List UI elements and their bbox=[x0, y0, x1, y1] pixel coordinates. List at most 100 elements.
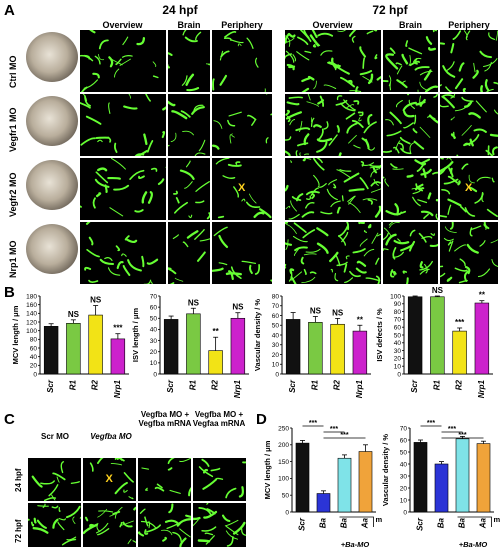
bar-0 bbox=[164, 319, 178, 374]
c-24hpf-scr bbox=[28, 458, 81, 501]
significance-label: NS bbox=[68, 310, 80, 319]
bracket-label: *** bbox=[330, 426, 338, 433]
bar-2 bbox=[89, 315, 103, 374]
periphery-72hpf-vegfr2: X bbox=[440, 158, 498, 220]
missing-vessel-mark: X bbox=[465, 182, 472, 194]
y-tick-label: 0 bbox=[275, 371, 279, 378]
y-tick-label: 250 bbox=[278, 425, 289, 432]
category-label: Ba bbox=[437, 517, 446, 528]
embryo-image-nrp1 bbox=[26, 224, 78, 274]
overview-72hpf-vegfr1 bbox=[285, 94, 381, 156]
periphery-24hpf-vegfr1 bbox=[212, 94, 272, 156]
category-label: R2 bbox=[91, 379, 100, 390]
y-axis-label: ISV defects / % bbox=[375, 308, 384, 362]
under-label: +Ba-MO bbox=[459, 540, 488, 549]
y-tick-label: 60 bbox=[150, 304, 158, 311]
bar-2 bbox=[338, 458, 351, 512]
under-label: +Ba-MO bbox=[341, 540, 370, 549]
c-72hpf-vegfba-rescue bbox=[138, 503, 191, 547]
y-tick-label: 80 bbox=[30, 337, 38, 344]
category-label: R1 bbox=[68, 379, 77, 390]
category-label: Scr bbox=[298, 517, 307, 531]
category-label: Scr bbox=[46, 379, 55, 393]
category-label: R2 bbox=[333, 379, 342, 390]
y-tick-label: 40 bbox=[394, 340, 402, 347]
group-label: mRNA bbox=[494, 515, 500, 524]
y-tick-label: 150 bbox=[278, 459, 289, 466]
category-label: Scr bbox=[416, 517, 425, 531]
row-label-ctrl: Ctrl MO bbox=[8, 56, 18, 89]
col-c-vegfaa-rescue: Vegfba MO + Vegfaa mRNA bbox=[192, 410, 246, 428]
y-tick-label: 70 bbox=[394, 317, 402, 324]
col-c-vegfba-rescue: Vegfba MO + Vegfba mRNA bbox=[138, 410, 192, 428]
bar-2 bbox=[453, 331, 467, 374]
col-overview-72: Overview bbox=[285, 20, 380, 30]
missing-vessel-mark: X bbox=[238, 182, 245, 194]
overview-72hpf-nrp1 bbox=[285, 222, 381, 284]
significance-label: NS bbox=[310, 306, 322, 315]
category-label: R1 bbox=[188, 379, 197, 390]
y-tick-label: 20 bbox=[272, 352, 280, 359]
y-axis-label: ISV length / μm bbox=[131, 308, 140, 363]
col-brain-24: Brain bbox=[168, 20, 210, 30]
bar-1 bbox=[186, 314, 200, 374]
col-periphery-24: Periphery bbox=[212, 20, 272, 30]
bracket-label: *** bbox=[427, 420, 435, 427]
category-label: Ba bbox=[458, 517, 467, 528]
y-tick-label: 0 bbox=[153, 371, 157, 378]
significance-label: ** bbox=[213, 327, 220, 336]
col-periphery-72: Periphery bbox=[440, 20, 498, 30]
y-tick-label: 100 bbox=[390, 293, 401, 300]
bar-1 bbox=[317, 494, 330, 512]
header-24hpf: 24 hpf bbox=[75, 3, 285, 17]
y-tick-label: 140 bbox=[26, 311, 37, 318]
y-tick-label: 0 bbox=[397, 371, 401, 378]
brain-72hpf-ctrl bbox=[383, 30, 438, 92]
category-label: Nrp1 bbox=[113, 379, 122, 398]
y-tick-label: 80 bbox=[272, 293, 280, 300]
y-tick-label: 200 bbox=[278, 442, 289, 449]
y-tick-label: 60 bbox=[394, 325, 402, 332]
periphery-24hpf-nrp1 bbox=[212, 222, 272, 284]
y-tick-label: 160 bbox=[26, 302, 37, 309]
category-label: R2 bbox=[455, 379, 464, 390]
c-24hpf-vegfaa-rescue bbox=[193, 458, 246, 501]
periphery-24hpf-vegfr2: X bbox=[212, 158, 272, 220]
y-tick-label: 60 bbox=[30, 345, 38, 352]
y-tick-label: 30 bbox=[272, 342, 280, 349]
y-tick-label: 50 bbox=[150, 316, 158, 323]
periphery-72hpf-ctrl bbox=[440, 30, 498, 92]
c-72hpf-scr bbox=[28, 503, 81, 547]
category-label: R1 bbox=[310, 379, 319, 390]
bar-1 bbox=[308, 322, 322, 374]
bar-0 bbox=[286, 319, 300, 374]
bracket-label: *** bbox=[458, 432, 466, 439]
bar-3 bbox=[475, 303, 489, 374]
category-label: Nrp1 bbox=[355, 379, 364, 398]
y-tick-label: 180 bbox=[26, 293, 37, 300]
y-tick-label: 60 bbox=[272, 313, 280, 320]
category-label: Aa bbox=[361, 517, 370, 529]
y-tick-label: 0 bbox=[285, 509, 289, 516]
y-axis-label: MCV length / μm bbox=[11, 305, 20, 364]
bracket-label: *** bbox=[340, 432, 348, 439]
significance-label: *** bbox=[455, 318, 465, 327]
category-label: Ba bbox=[340, 517, 349, 528]
header-72hpf: 72 hpf bbox=[285, 3, 495, 17]
y-tick-label: 100 bbox=[278, 476, 289, 483]
y-tick-label: 20 bbox=[30, 363, 38, 370]
bracket-label: *** bbox=[448, 426, 456, 433]
category-label: Ba bbox=[319, 517, 328, 528]
embryo-image-vegfr1 bbox=[26, 96, 78, 146]
y-tick-label: 30 bbox=[400, 473, 408, 480]
overview-24hpf-ctrl bbox=[80, 30, 166, 92]
c-24hpf-vegfba: X bbox=[83, 458, 136, 501]
row-c-24hpf: 24 hpf bbox=[14, 468, 23, 492]
y-tick-label: 120 bbox=[26, 319, 37, 326]
y-tick-label: 100 bbox=[26, 328, 37, 335]
bar-3 bbox=[231, 318, 245, 374]
row-label-nrp1: Nrp1 MO bbox=[8, 240, 18, 278]
